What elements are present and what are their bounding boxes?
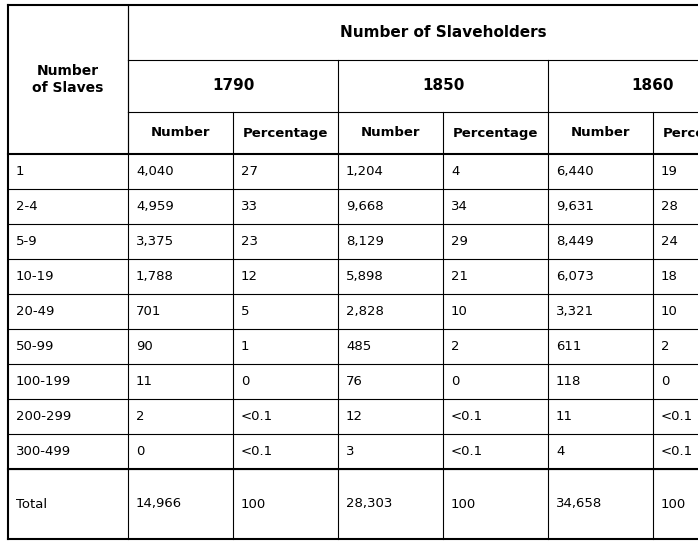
- Text: 5,898: 5,898: [346, 270, 384, 283]
- Text: Number: Number: [151, 127, 210, 139]
- Text: 100: 100: [241, 498, 266, 510]
- Text: 23: 23: [241, 235, 258, 248]
- Text: <0.1: <0.1: [661, 410, 693, 423]
- Text: 28: 28: [661, 200, 678, 213]
- Text: 12: 12: [346, 410, 363, 423]
- Text: 2-4: 2-4: [16, 200, 38, 213]
- Text: <0.1: <0.1: [451, 445, 483, 458]
- Text: 34,658: 34,658: [556, 498, 602, 510]
- Text: 1,788: 1,788: [136, 270, 174, 283]
- Text: 100-199: 100-199: [16, 375, 71, 388]
- Text: 118: 118: [556, 375, 581, 388]
- Text: 33: 33: [241, 200, 258, 213]
- Text: 90: 90: [136, 340, 153, 353]
- Text: 2: 2: [661, 340, 669, 353]
- Text: 6,440: 6,440: [556, 165, 593, 178]
- Text: 11: 11: [556, 410, 573, 423]
- Text: 10-19: 10-19: [16, 270, 54, 283]
- Text: Total: Total: [16, 498, 47, 510]
- Text: 1: 1: [241, 340, 249, 353]
- Text: <0.1: <0.1: [241, 410, 273, 423]
- Text: 2: 2: [136, 410, 144, 423]
- Text: 21: 21: [451, 270, 468, 283]
- Text: 485: 485: [346, 340, 371, 353]
- Text: 200-299: 200-299: [16, 410, 71, 423]
- Text: 1: 1: [16, 165, 24, 178]
- Text: Percentage: Percentage: [663, 127, 698, 139]
- Text: 20-49: 20-49: [16, 305, 54, 318]
- Text: 9,668: 9,668: [346, 200, 384, 213]
- Text: Percentage: Percentage: [243, 127, 328, 139]
- Text: 8,449: 8,449: [556, 235, 593, 248]
- Text: 24: 24: [661, 235, 678, 248]
- Text: 29: 29: [451, 235, 468, 248]
- Text: 4,959: 4,959: [136, 200, 174, 213]
- Text: <0.1: <0.1: [661, 445, 693, 458]
- Text: 2,828: 2,828: [346, 305, 384, 318]
- Text: 611: 611: [556, 340, 581, 353]
- Text: 1860: 1860: [632, 79, 674, 93]
- Text: 5-9: 5-9: [16, 235, 38, 248]
- Text: 300-499: 300-499: [16, 445, 71, 458]
- Text: 6,073: 6,073: [556, 270, 594, 283]
- Text: 0: 0: [451, 375, 459, 388]
- Text: 4: 4: [556, 445, 565, 458]
- Text: 50-99: 50-99: [16, 340, 54, 353]
- Text: 3,375: 3,375: [136, 235, 174, 248]
- Text: 0: 0: [661, 375, 669, 388]
- Text: 10: 10: [661, 305, 678, 318]
- Text: Number
of Slaves: Number of Slaves: [32, 64, 104, 95]
- Text: 1,204: 1,204: [346, 165, 384, 178]
- Text: 11: 11: [136, 375, 153, 388]
- Text: 76: 76: [346, 375, 363, 388]
- Text: Number of Slaveholders: Number of Slaveholders: [340, 25, 547, 40]
- Text: 1790: 1790: [211, 79, 254, 93]
- Text: 701: 701: [136, 305, 161, 318]
- Text: 0: 0: [136, 445, 144, 458]
- Text: 100: 100: [451, 498, 476, 510]
- Text: 3: 3: [346, 445, 355, 458]
- Text: 14,966: 14,966: [136, 498, 182, 510]
- Text: <0.1: <0.1: [241, 445, 273, 458]
- Text: Number: Number: [571, 127, 630, 139]
- Text: 12: 12: [241, 270, 258, 283]
- Text: 27: 27: [241, 165, 258, 178]
- Text: 4: 4: [451, 165, 459, 178]
- Text: 8,129: 8,129: [346, 235, 384, 248]
- Text: 9,631: 9,631: [556, 200, 594, 213]
- Text: 1850: 1850: [422, 79, 464, 93]
- Text: 18: 18: [661, 270, 678, 283]
- Text: 3,321: 3,321: [556, 305, 594, 318]
- Text: 0: 0: [241, 375, 249, 388]
- Text: 100: 100: [661, 498, 686, 510]
- Text: 10: 10: [451, 305, 468, 318]
- Text: 34: 34: [451, 200, 468, 213]
- Text: Percentage: Percentage: [453, 127, 538, 139]
- Text: <0.1: <0.1: [451, 410, 483, 423]
- Text: 5: 5: [241, 305, 249, 318]
- Text: 19: 19: [661, 165, 678, 178]
- Text: 28,303: 28,303: [346, 498, 392, 510]
- Text: 2: 2: [451, 340, 459, 353]
- Text: Number: Number: [361, 127, 420, 139]
- Text: 4,040: 4,040: [136, 165, 174, 178]
